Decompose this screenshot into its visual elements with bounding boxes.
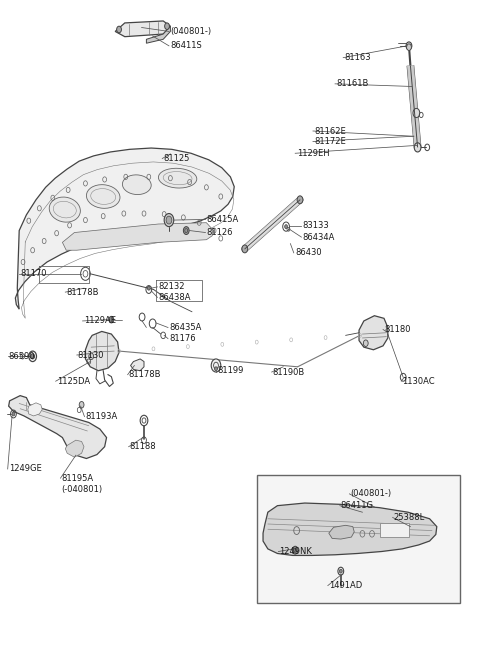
Ellipse shape [166,216,172,224]
Ellipse shape [117,26,121,33]
Ellipse shape [292,546,298,554]
Ellipse shape [363,340,368,346]
Text: 83133: 83133 [302,221,329,231]
Ellipse shape [165,23,169,29]
Text: 1125DA: 1125DA [57,377,90,386]
Text: (040801-): (040801-) [170,27,212,36]
Ellipse shape [339,569,342,573]
Text: 81172E: 81172E [314,137,346,146]
Ellipse shape [297,196,303,204]
FancyBboxPatch shape [257,475,460,603]
Text: 1129AE: 1129AE [84,316,116,326]
Text: 1129EH: 1129EH [297,149,329,158]
Text: 81180: 81180 [384,325,410,334]
Polygon shape [9,396,107,458]
Polygon shape [263,503,437,555]
Ellipse shape [31,354,35,359]
Text: 86434A: 86434A [302,233,335,242]
Text: 86411G: 86411G [341,501,374,510]
Text: 81193A: 81193A [85,412,118,421]
Ellipse shape [89,353,94,360]
Text: 81195A: 81195A [61,474,94,483]
Ellipse shape [215,367,217,371]
Polygon shape [131,359,144,371]
Text: 82132: 82132 [158,282,185,291]
Text: 86411S: 86411S [170,41,202,50]
Polygon shape [329,525,354,539]
Ellipse shape [242,245,248,253]
Text: 81188: 81188 [130,442,156,451]
Text: 86415A: 86415A [206,215,239,224]
Polygon shape [28,403,42,416]
Text: 81163: 81163 [345,53,371,62]
Text: 81190B: 81190B [273,367,305,377]
Text: 81126: 81126 [206,228,233,237]
Text: (-040801): (-040801) [61,485,103,495]
Text: 1249GE: 1249GE [9,464,41,474]
Text: 25388L: 25388L [394,513,425,522]
Text: 86435A: 86435A [169,323,201,332]
Bar [380,523,409,537]
Ellipse shape [86,185,120,208]
Text: 81170: 81170 [20,269,47,278]
Ellipse shape [49,197,80,222]
Text: 81130: 81130 [78,350,104,360]
Text: 1130AC: 1130AC [402,377,435,386]
Text: 81176: 81176 [169,334,195,343]
Text: 81162E: 81162E [314,126,346,136]
Ellipse shape [407,44,411,50]
Ellipse shape [414,143,421,152]
Ellipse shape [158,168,197,188]
Polygon shape [115,21,170,37]
Text: 1249NK: 1249NK [279,547,312,556]
Polygon shape [15,148,234,309]
Ellipse shape [408,45,410,47]
Polygon shape [146,26,170,43]
Text: 81161B: 81161B [336,79,368,88]
Polygon shape [85,331,119,371]
Text: 86590: 86590 [9,352,35,361]
Polygon shape [359,316,388,350]
Ellipse shape [413,108,420,118]
Ellipse shape [211,359,221,372]
Text: 86430: 86430 [295,248,322,257]
Ellipse shape [12,412,15,416]
Text: (040801-): (040801-) [350,489,392,498]
Text: 81178B: 81178B [129,370,161,379]
Ellipse shape [122,175,151,195]
Polygon shape [65,440,84,457]
Ellipse shape [109,316,114,323]
Ellipse shape [183,227,189,234]
Text: 81199: 81199 [217,366,243,375]
Polygon shape [62,223,214,250]
Text: 81178B: 81178B [66,288,99,297]
Ellipse shape [164,214,174,227]
Text: 81125: 81125 [163,154,190,163]
Text: 86438A: 86438A [158,293,191,302]
Ellipse shape [406,42,412,50]
Ellipse shape [285,225,288,229]
Ellipse shape [147,286,150,290]
Text: 1491AD: 1491AD [329,581,362,590]
Ellipse shape [79,402,84,408]
